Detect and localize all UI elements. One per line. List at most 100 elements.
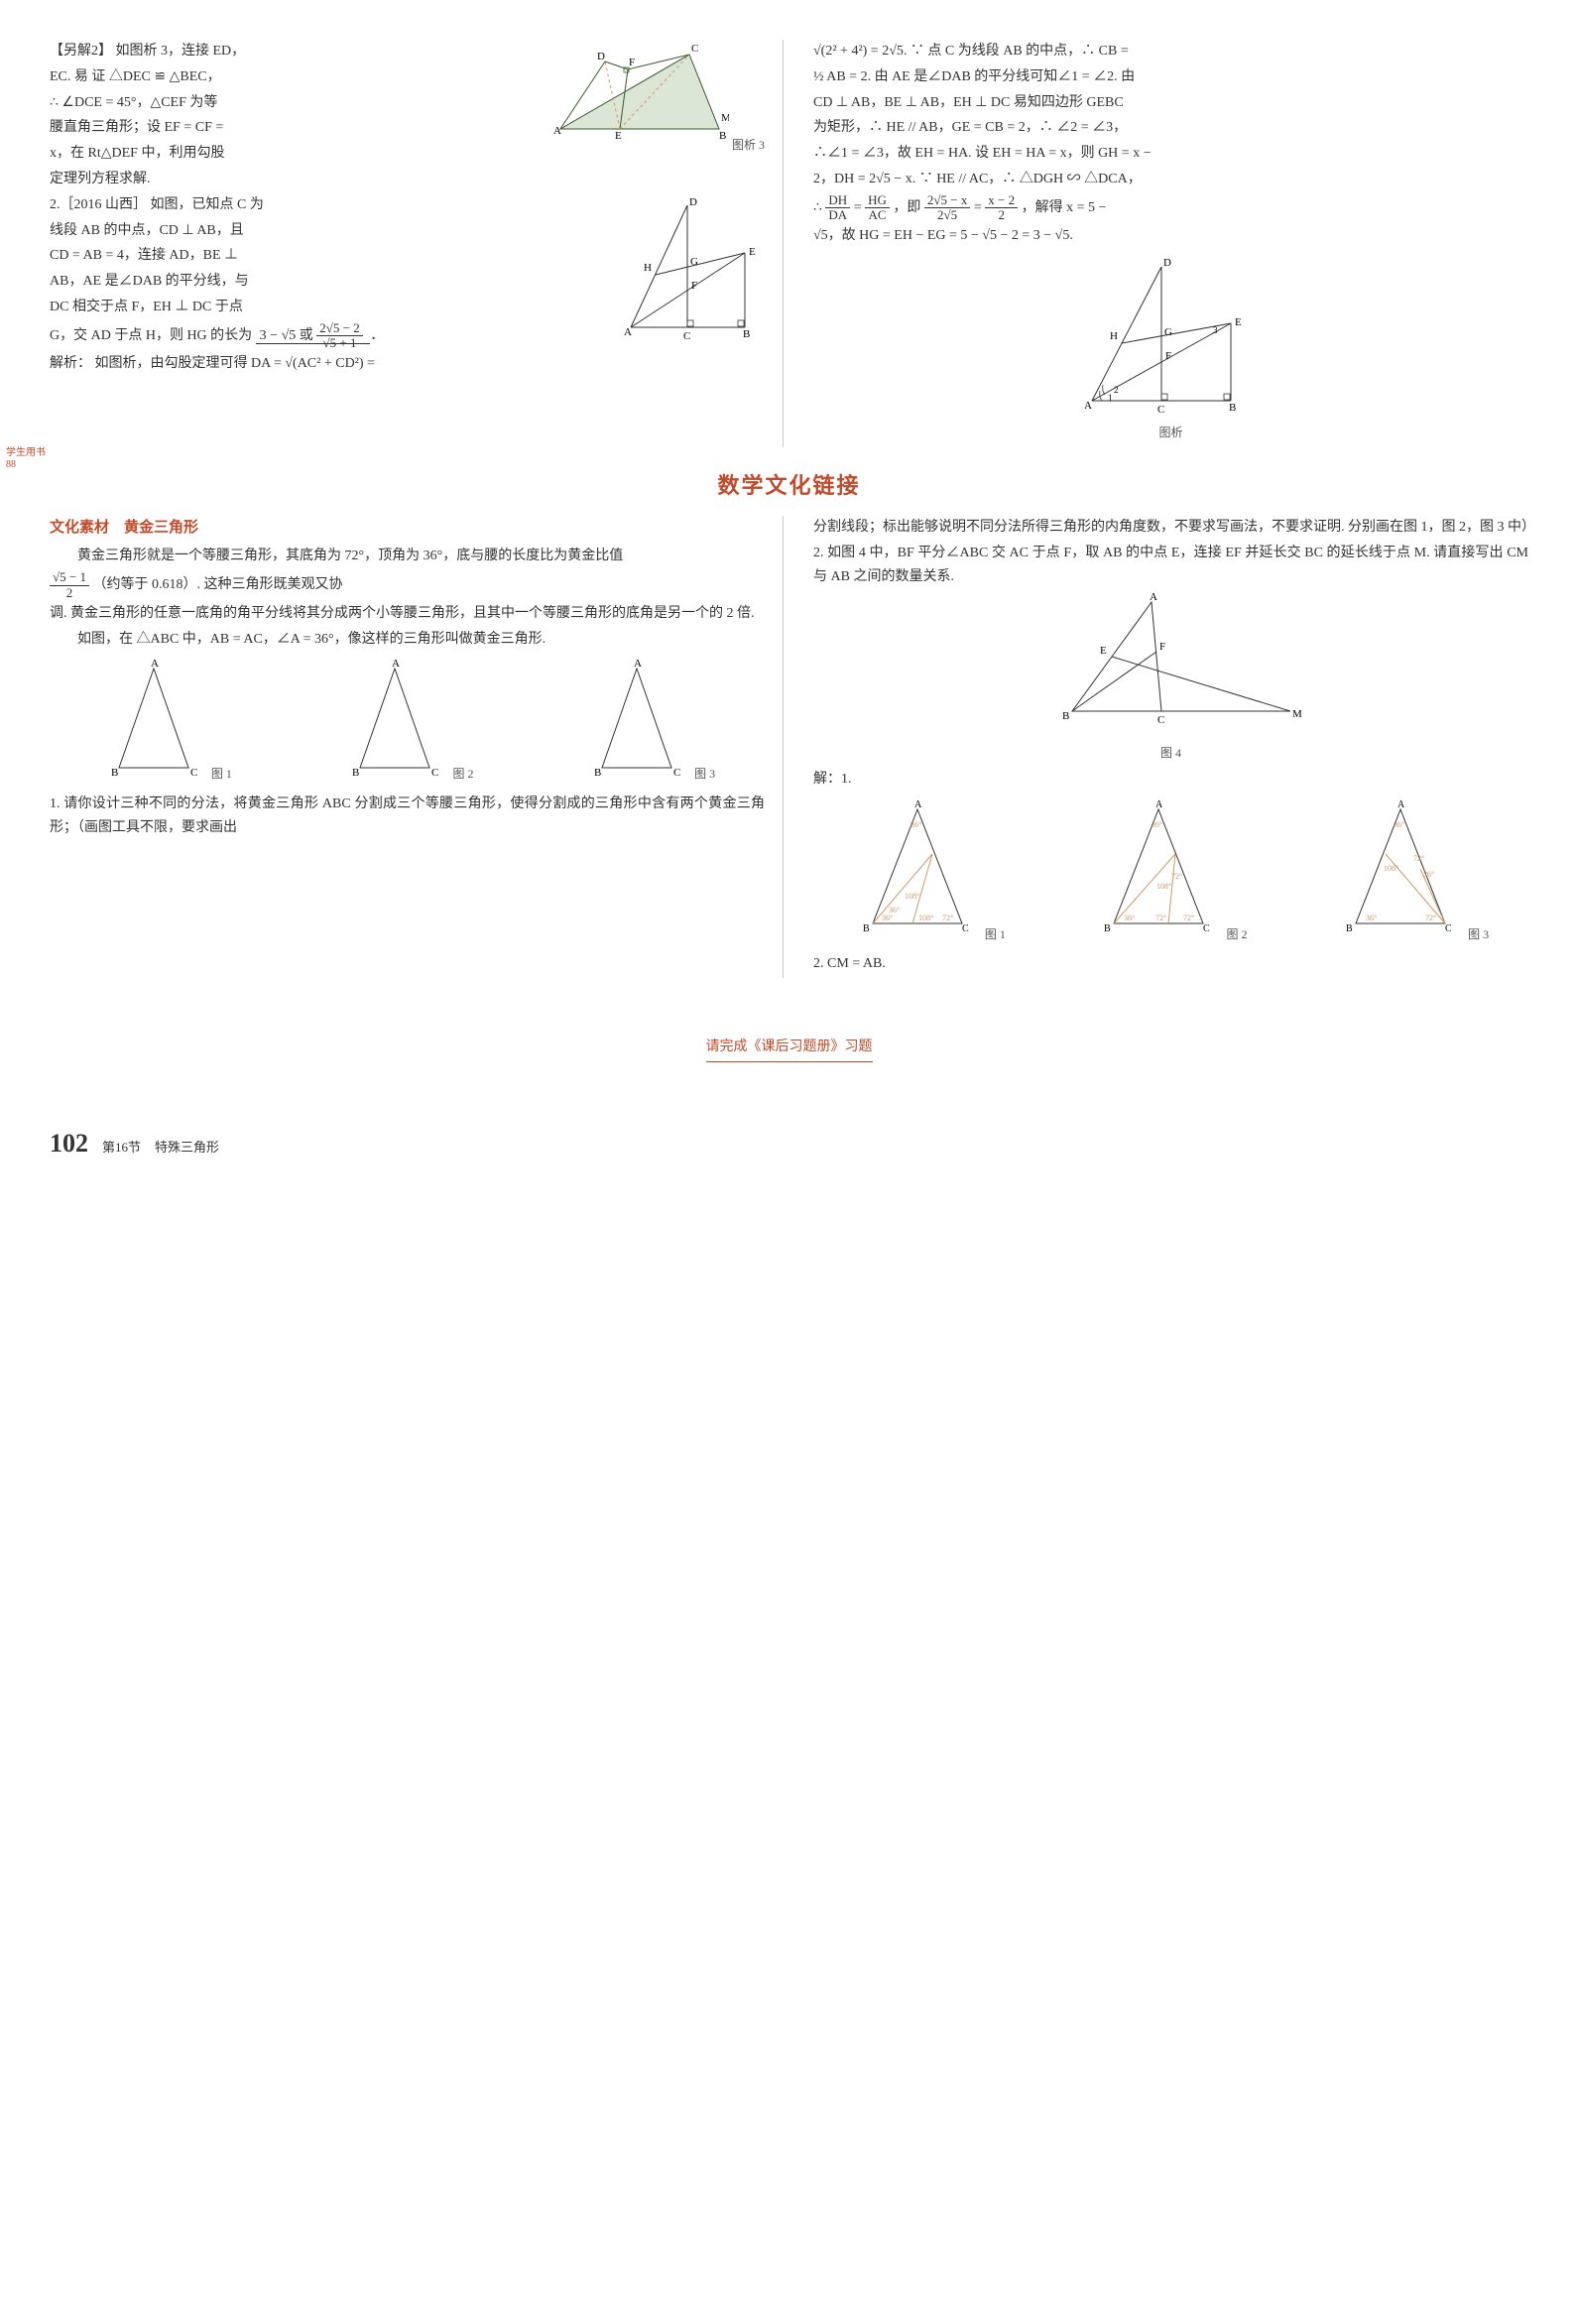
side-tag-l1: 学生用书 bbox=[6, 447, 46, 458]
sol-2: 2. CM = AB. bbox=[813, 952, 1528, 976]
q2-H: H bbox=[644, 262, 652, 274]
culture-q1: 1. 请你设计三种不同的分法，将黄金三角形 ABC 分割成三个等腰三角形，使得分… bbox=[50, 793, 765, 840]
fr-mid: ，即 bbox=[893, 200, 920, 215]
fr-tail: ，解得 x = 5 − bbox=[1022, 200, 1107, 215]
ratio-bot: 2 bbox=[50, 586, 89, 600]
tr-l5: 2，DH = 2√5 − x. ∵ HE // AC，∴ △DGH ∽ △DCA… bbox=[813, 168, 1528, 191]
gt1-B: B bbox=[111, 767, 118, 778]
f4-C: C bbox=[1157, 714, 1164, 726]
af-A: A bbox=[1084, 400, 1092, 412]
fr-lhs1t: DH bbox=[825, 193, 850, 208]
alt-sol-label: 【另解2】 bbox=[50, 44, 112, 59]
fr-lhs2t: HG bbox=[865, 193, 890, 208]
af-2: 2 bbox=[1114, 385, 1119, 395]
figure-q2: A B C D E F G H bbox=[616, 193, 765, 348]
footer: 102 第16节 特殊三角形 bbox=[50, 1122, 1528, 1165]
gold-tri-2: A B C 图 2 bbox=[340, 659, 473, 784]
st1-36a: 36° bbox=[910, 820, 921, 829]
golden-ratio-frac: √5 − 1 2 bbox=[50, 570, 89, 600]
f4-F: F bbox=[1159, 641, 1165, 653]
homework-line-wrap: 请完成《课后习题册》习题 bbox=[50, 1008, 1528, 1062]
culture-q2: 2. 如图 4 中，BF 平分∠ABC 交 AC 于点 F，取 AB 的中点 E… bbox=[813, 542, 1528, 589]
st1-72: 72° bbox=[942, 914, 953, 922]
gt-fig2-cap: 图 2 bbox=[452, 767, 473, 781]
fr-eq1: = bbox=[854, 200, 862, 215]
culture-right: 分割线段；标出能够说明不同分法所得三角形的内角度数，不要求写画法，不要求证明. … bbox=[807, 516, 1528, 978]
label-M: M bbox=[721, 112, 729, 124]
af-G: G bbox=[1164, 326, 1172, 338]
top-section: A B C D E F M 图析 3 【另解2】 如图析 3，连接 ED， E C… bbox=[50, 40, 1528, 447]
fr-r1b: 2√5 bbox=[924, 208, 970, 222]
label-E: E bbox=[615, 130, 622, 142]
fr-eq2: = bbox=[974, 200, 982, 215]
culture-cont: 分割线段；标出能够说明不同分法所得三角形的内角度数，不要求写画法，不要求证明. … bbox=[813, 516, 1528, 540]
page: A B C D E F M 图析 3 【另解2】 如图析 3，连接 ED， E C… bbox=[50, 40, 1528, 1165]
label-A: A bbox=[553, 125, 561, 137]
figure-analysis-3: A B C D E F M 图析 3 bbox=[550, 40, 765, 155]
st2-72a: 72° bbox=[1171, 872, 1182, 881]
st2-72b: 72° bbox=[1155, 914, 1166, 922]
gold-tri-3: A B C 图 3 bbox=[582, 659, 715, 784]
q2-analysis-text: 如图析，由勾股定理可得 DA = √(AC² + CD²) = bbox=[95, 356, 375, 371]
sol-label: 解：1. bbox=[813, 768, 1528, 792]
f4-E: E bbox=[1100, 645, 1107, 657]
gt3-B: B bbox=[594, 767, 601, 778]
st1-C: C bbox=[962, 923, 969, 934]
tr-l3: 为矩形，∴ HE // AB，GE = CB = 2，∴ ∠2 = ∠3， bbox=[813, 116, 1528, 140]
f4-A: A bbox=[1150, 592, 1157, 603]
culture-p2: 调. 黄金三角形的任意一底角的角平分线将其分成两个小等腰三角形，且其中一个等腰三… bbox=[50, 602, 765, 626]
st2-B: B bbox=[1104, 923, 1111, 934]
label-B: B bbox=[719, 130, 726, 142]
tr-frac-line: ∴ DHDA = HGAC ，即 2√5 − x2√5 = x − 22 ，解得… bbox=[813, 193, 1528, 223]
fr-r2b: 2 bbox=[985, 208, 1018, 222]
st2-C: C bbox=[1203, 923, 1210, 934]
q2-G: G bbox=[690, 256, 698, 268]
tr-l4: ∴∠1 = ∠3，故 EH = HA. 设 EH = HA = x，则 GH =… bbox=[813, 142, 1528, 166]
tr-l2: CD ⊥ AB，BE ⊥ AB，EH ⊥ DC 易知四边形 GEBC bbox=[813, 91, 1528, 115]
culture-p1: 黄金三角形就是一个等腰三角形，其底角为 72°，顶角为 36°，底与腰的长度比为… bbox=[50, 545, 765, 568]
q2-F: F bbox=[691, 280, 697, 292]
gt1-C: C bbox=[190, 767, 197, 778]
st3-36a: 36° bbox=[1394, 820, 1404, 829]
q2-A: A bbox=[624, 326, 632, 338]
af-3: 3 bbox=[1213, 325, 1218, 335]
st1-36c: 36° bbox=[889, 906, 900, 915]
q2-analysis-label: 解析： bbox=[50, 356, 91, 371]
alt-sol-line-0: 如图析 3，连接 ED， bbox=[116, 44, 246, 59]
cp1-text: 黄金三角形就是一个等腰三角形，其底角为 72°，顶角为 36°，底与腰的长度比为… bbox=[77, 549, 623, 563]
tr-l0: √(2² + 4²) = 2√5. ∵ 点 C 为线段 AB 的中点，∴ CB … bbox=[813, 40, 1528, 63]
fr-lhs2b: AC bbox=[865, 208, 890, 222]
q2-C: C bbox=[683, 330, 690, 342]
gt2-B: B bbox=[352, 767, 359, 778]
footer-title: 特殊三角形 bbox=[155, 1137, 219, 1159]
ratio-top: √5 − 1 bbox=[50, 570, 89, 585]
analysis-figure: A B C D E F G H 1 2 3 图析 bbox=[813, 252, 1528, 442]
gold-tri-1: A B C 图 1 bbox=[99, 659, 232, 784]
culture-left: 文化素材 黄金三角形 黄金三角形就是一个等腰三角形，其底角为 72°，顶角为 3… bbox=[50, 516, 784, 978]
f4-B: B bbox=[1062, 710, 1069, 722]
tr-last: √5，故 HG = EH − EG = 5 − √5 − 2 = 3 − √5. bbox=[813, 224, 1528, 248]
st2-108: 108° bbox=[1156, 882, 1171, 891]
footer-section: 第16节 bbox=[102, 1137, 141, 1159]
gt-fig3-cap: 图 3 bbox=[694, 767, 715, 781]
af-H: H bbox=[1110, 330, 1118, 342]
st1-A: A bbox=[914, 799, 922, 810]
af-1: 1 bbox=[1108, 393, 1113, 403]
culture-p3: 如图，在 △ABC 中，AB = AC，∠A = 36°，像这样的三角形叫做黄金… bbox=[50, 628, 765, 652]
fr-r1t: 2√5 − x bbox=[924, 193, 970, 208]
side-tag: 学生用书 88 bbox=[6, 447, 46, 471]
section-title: 数学文化链接 bbox=[50, 467, 1528, 504]
q2-ans2-bot: √5 + 1 bbox=[316, 336, 362, 350]
q2-answer-blank: 3 − √5 或 2√5 − 2 √5 + 1 bbox=[256, 328, 371, 344]
q2-l5: G，交 AD 于点 H，则 HG 的长为 bbox=[50, 328, 252, 343]
sol-fig3-cap: 图 3 bbox=[1468, 927, 1489, 941]
st3-B: B bbox=[1346, 923, 1353, 934]
top-left-column: A B C D E F M 图析 3 【另解2】 如图析 3，连接 ED， E C… bbox=[50, 40, 784, 447]
sol-tri-1: A B C 36° 108° 36° 36° 108° 72° 图 1 bbox=[853, 799, 1006, 944]
q2-prefix: 2.［2016 山西］ bbox=[50, 197, 147, 212]
st3-72a: 72° bbox=[1413, 854, 1424, 863]
side-tag-l2: 88 bbox=[6, 459, 16, 470]
st1-36b: 36° bbox=[882, 914, 893, 922]
q2-E: E bbox=[749, 246, 756, 258]
st3-C: C bbox=[1445, 923, 1452, 934]
